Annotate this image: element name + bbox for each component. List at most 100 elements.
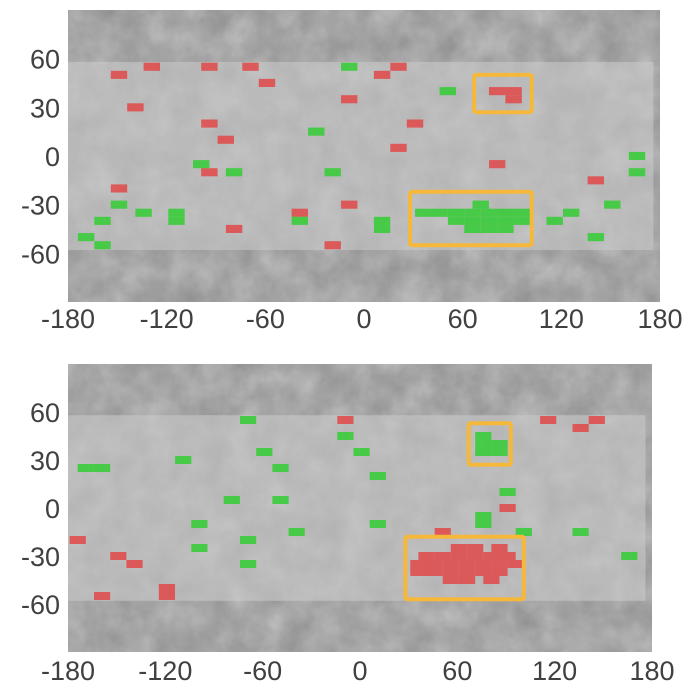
negative-cell [69,536,86,544]
negative-cell [540,416,557,424]
positive-cell [308,127,325,136]
positive-cell [415,208,432,217]
positive-cell [472,200,489,209]
negative-cell [505,87,522,96]
highlight-box [472,72,534,115]
negative-cell [373,70,391,79]
positive-cell [464,224,481,233]
positive-cell [587,233,604,242]
positive-cell [447,208,465,217]
negative-cell [467,544,484,552]
positive-cell [480,224,498,233]
positive-cell [94,241,111,250]
study-region [68,61,654,251]
negative-cell [158,592,175,600]
positive-cell [77,233,95,242]
positive-cell [497,216,514,225]
x-tick-label: 60 [442,656,472,686]
negative-cell [341,95,358,104]
negative-cell [459,568,476,576]
positive-cell [475,440,492,448]
bottom-map-panel: -180 -120 -60 0 60 120 180 60 30 0 -30 -60 [21,364,675,686]
positive-cell [373,216,391,225]
study-region [68,415,646,601]
positive-cell [272,464,289,472]
positive-cell [223,496,240,504]
positive-cell [513,208,530,217]
y-tick-label: 30 [30,93,60,123]
positive-cell [240,560,257,568]
negative-cell [505,95,522,104]
negative-cell [143,62,160,71]
positive-cell [341,62,358,71]
negative-cell [94,592,111,600]
negative-cell [426,568,443,576]
negative-cell [491,560,508,568]
y-tick-label: 30 [30,446,60,476]
positive-cell [225,168,243,177]
negative-cell [483,576,500,584]
positive-cell [628,168,646,177]
negative-cell [459,576,476,584]
positive-cell [77,464,94,472]
positive-cell [256,448,273,456]
x-tick-label: 180 [637,304,682,334]
x-tick-label: 60 [448,304,478,334]
y-tick-label: 60 [30,45,60,75]
negative-cell [434,552,451,560]
negative-cell [499,552,516,560]
negative-cell [587,176,604,185]
negative-cell [341,200,358,209]
negative-cell [442,576,459,584]
positive-cell [499,488,516,496]
positive-cell [480,208,498,217]
negative-cell [158,584,175,592]
top-map-panel: -180 -120 -60 0 60 120 180 60 30 0 -30 -60 [21,10,683,334]
y-tick-label: 0 [45,142,60,172]
y-tick-label: 0 [45,494,60,524]
positive-cell [369,520,386,528]
negative-cell [225,224,243,233]
highlight-box [408,189,534,248]
positive-cell [447,216,465,225]
negative-cell [110,184,128,193]
y-tick-label: -60 [21,239,60,269]
x-tick-label: -60 [246,304,285,334]
x-tick-label: -120 [138,656,192,686]
x-tick-label: -180 [41,304,95,334]
y-tick-label: -60 [21,590,60,620]
negative-cell [475,568,492,576]
x-tick-label: 120 [532,656,577,686]
positive-cell [175,456,192,464]
positive-cell [475,448,492,456]
negative-cell [491,568,508,576]
y-tick-label: -30 [21,191,60,221]
positive-cell [431,208,448,217]
positive-cell [480,216,498,225]
positive-cell [191,544,208,552]
positive-cell [168,208,185,217]
positive-cell [497,224,514,233]
positive-cell [168,216,185,225]
positive-cell [475,432,492,440]
positive-cell [475,520,492,528]
negative-cell [201,62,218,71]
negative-cell [324,241,341,250]
positive-cell [193,160,210,169]
positive-cell [110,200,128,209]
x-tick-label: -180 [41,656,95,686]
negative-cell [426,560,443,568]
negative-cell [442,560,459,568]
positive-cell [191,520,208,528]
x-tick-label: -120 [140,304,194,334]
positive-cell [94,216,111,225]
x-tick-label: 180 [629,656,674,686]
negative-cell [242,62,259,71]
negative-cell [491,544,508,552]
positive-cell [291,216,308,225]
negative-cell [467,552,484,560]
negative-cell [217,135,234,144]
negative-cell [337,416,354,424]
x-tick-label: -60 [243,656,282,686]
